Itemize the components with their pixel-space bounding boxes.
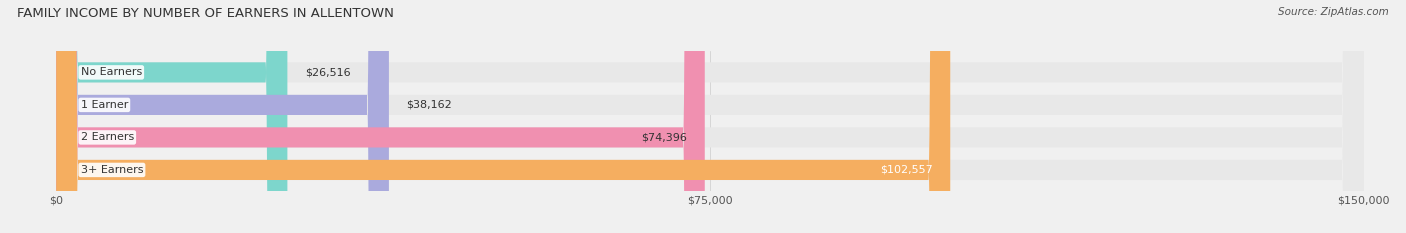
Text: 1 Earner: 1 Earner xyxy=(80,100,128,110)
FancyBboxPatch shape xyxy=(56,0,1364,233)
FancyBboxPatch shape xyxy=(56,0,704,233)
FancyBboxPatch shape xyxy=(56,0,287,233)
Text: Source: ZipAtlas.com: Source: ZipAtlas.com xyxy=(1278,7,1389,17)
FancyBboxPatch shape xyxy=(56,0,1364,233)
Text: 3+ Earners: 3+ Earners xyxy=(80,165,143,175)
Text: $26,516: $26,516 xyxy=(305,67,350,77)
Text: $38,162: $38,162 xyxy=(406,100,453,110)
Text: $102,557: $102,557 xyxy=(880,165,932,175)
Text: $74,396: $74,396 xyxy=(641,132,688,142)
Text: FAMILY INCOME BY NUMBER OF EARNERS IN ALLENTOWN: FAMILY INCOME BY NUMBER OF EARNERS IN AL… xyxy=(17,7,394,20)
FancyBboxPatch shape xyxy=(56,0,389,233)
FancyBboxPatch shape xyxy=(56,0,1364,233)
FancyBboxPatch shape xyxy=(56,0,950,233)
Text: 2 Earners: 2 Earners xyxy=(80,132,134,142)
FancyBboxPatch shape xyxy=(56,0,1364,233)
Text: No Earners: No Earners xyxy=(80,67,142,77)
